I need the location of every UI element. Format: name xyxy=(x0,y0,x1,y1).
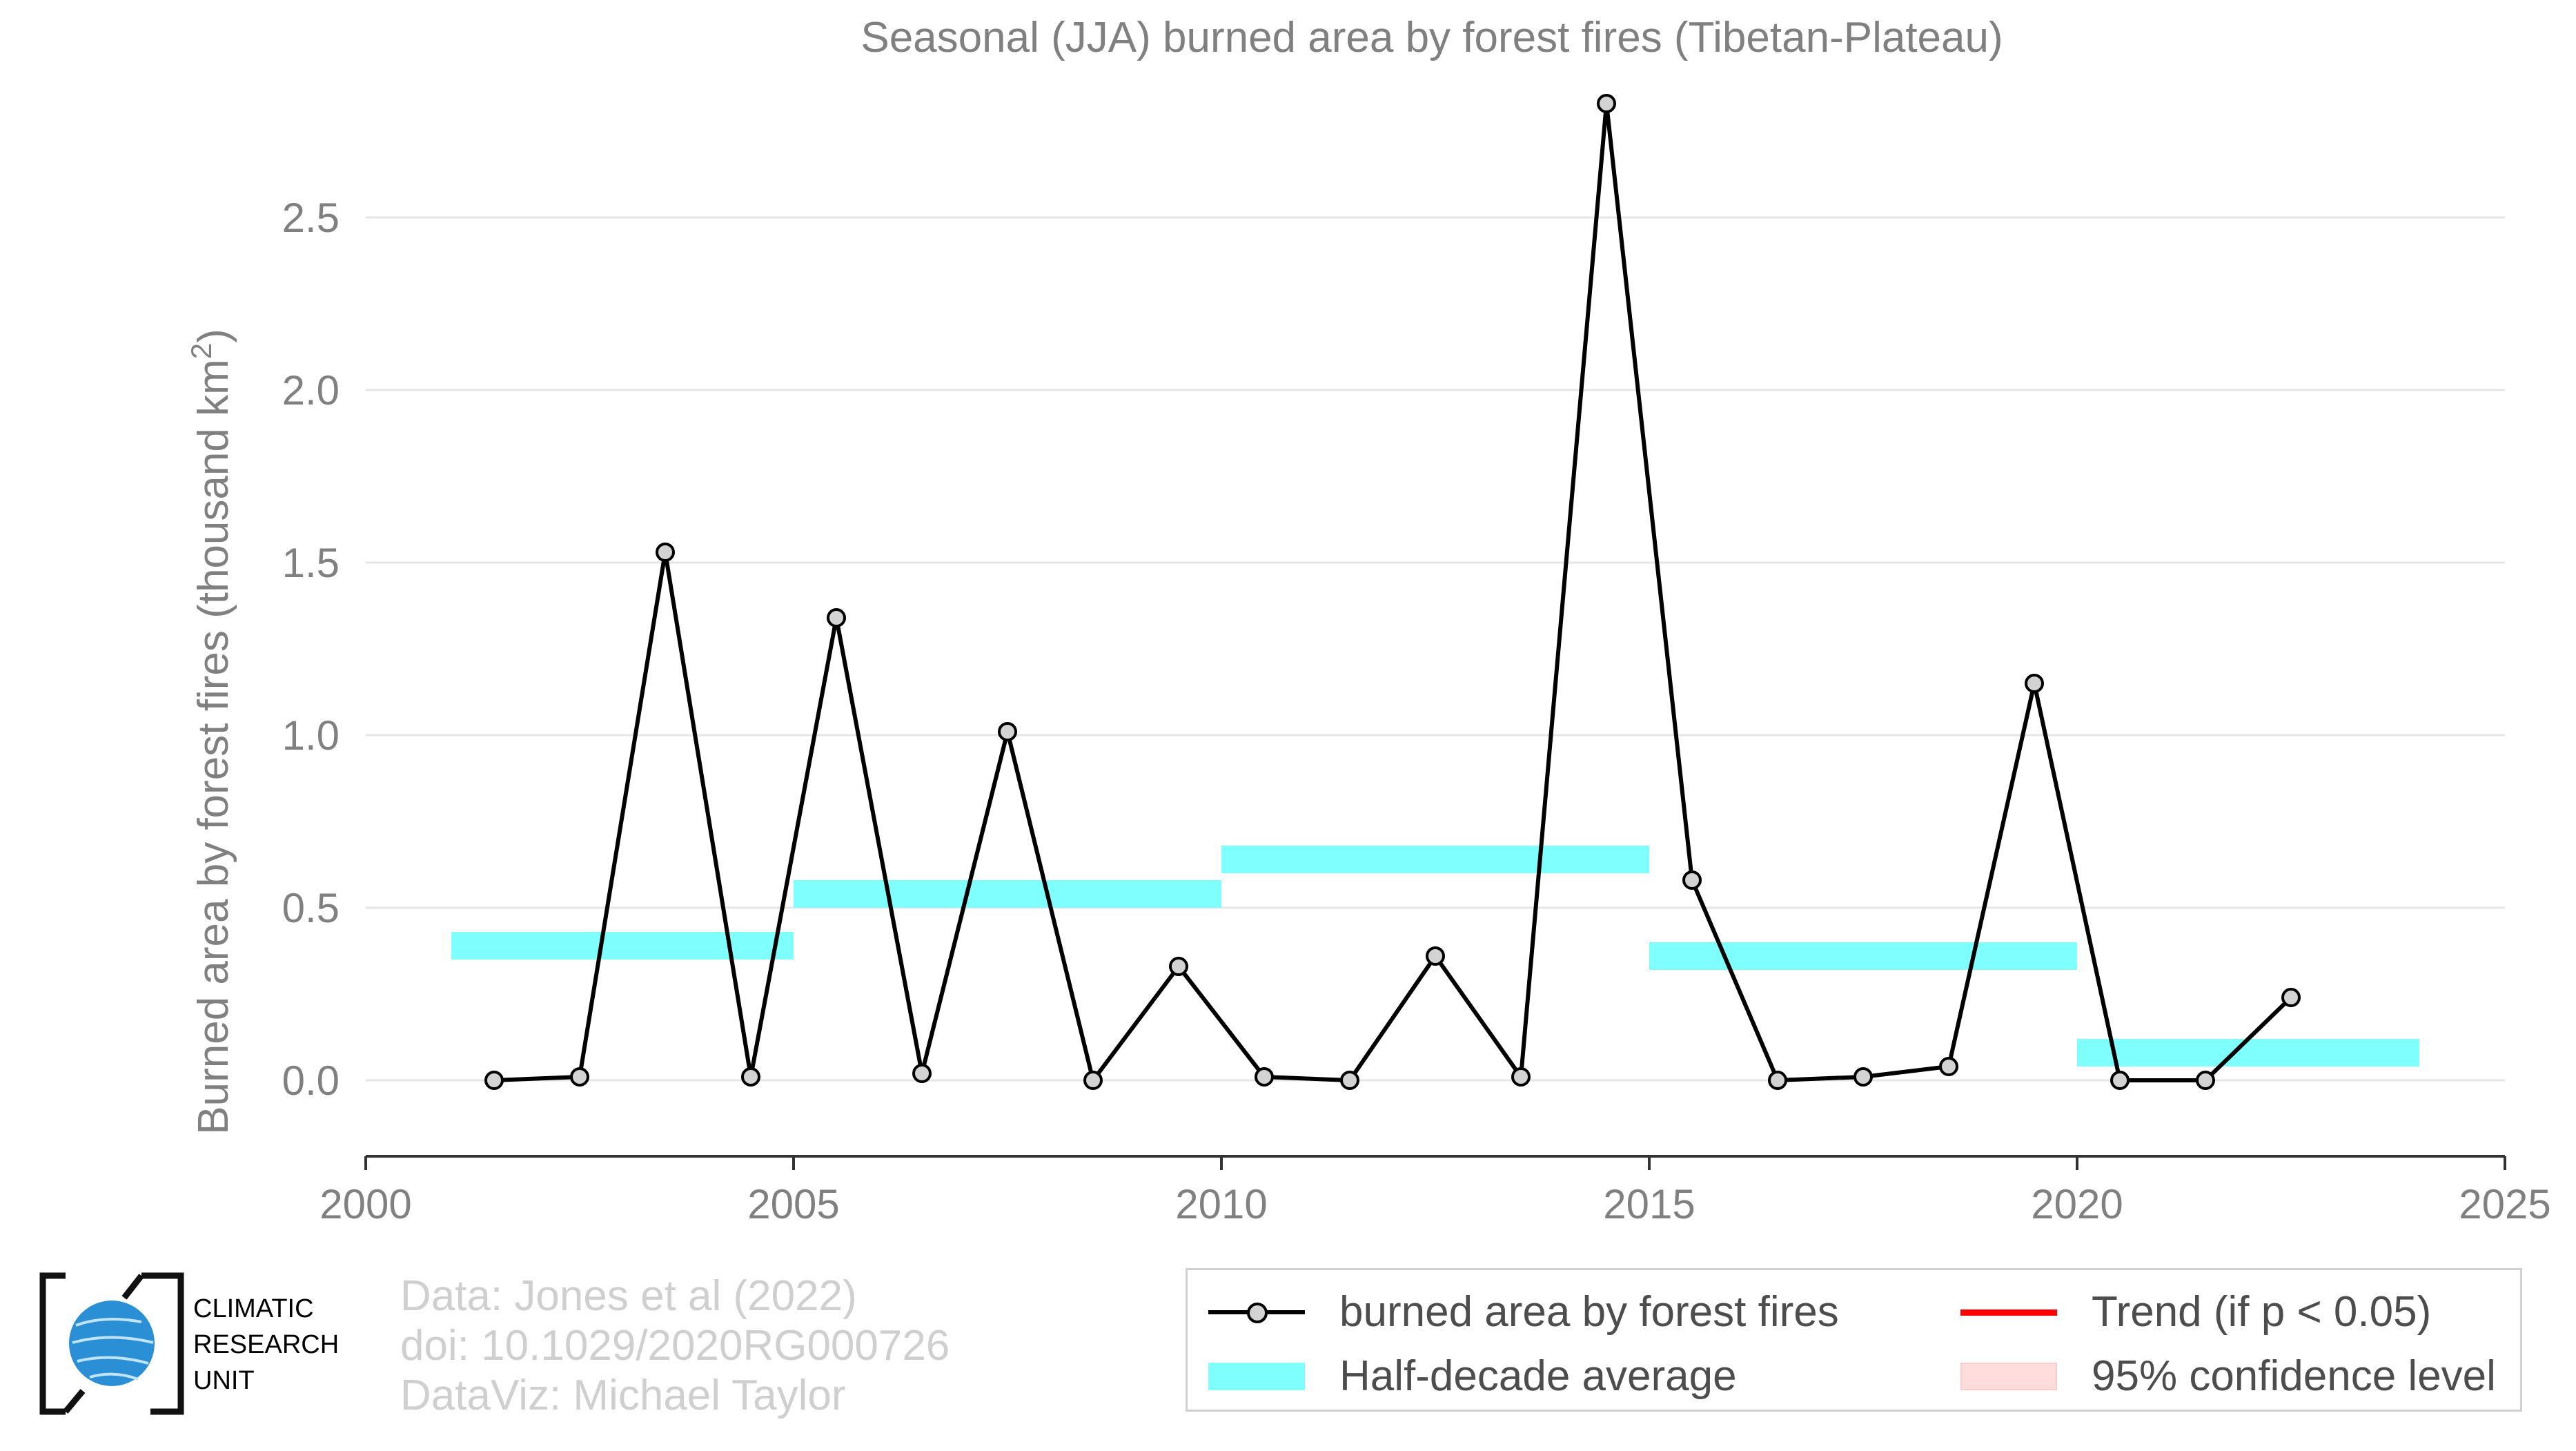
cru-line-1: CLIMATIC xyxy=(193,1294,314,1323)
data-point xyxy=(2110,1071,2130,1090)
legend-key-half-decade xyxy=(1208,1345,1305,1407)
series-path xyxy=(493,101,2293,1082)
x-tick-label: 2025 xyxy=(2459,1181,2550,1227)
data-point xyxy=(1083,1071,1103,1090)
data-point xyxy=(912,1064,932,1083)
data-point xyxy=(2025,674,2044,693)
half-decade-bands xyxy=(451,846,2419,1067)
legend-label-burned-area: burned area by forest fires xyxy=(1339,1287,1839,1336)
credit-dataviz: DataViz: Michael Taylor xyxy=(400,1372,846,1419)
data-point xyxy=(827,608,846,627)
data-point xyxy=(741,1067,760,1087)
cru-logo xyxy=(39,1272,184,1415)
data-point xyxy=(656,543,675,562)
legend: burned area by forest fires Trend (if p … xyxy=(1186,1268,2522,1412)
legend-item-half-decade: Half-decade average xyxy=(1208,1345,1737,1407)
y-axis-label-close: ) xyxy=(190,329,237,343)
x-tick-label: 2015 xyxy=(1603,1181,1695,1227)
series-line xyxy=(493,101,2293,1082)
legend-key-confidence xyxy=(1960,1345,2057,1407)
data-point xyxy=(570,1067,589,1087)
legend-item-burned-area: burned area by forest fires xyxy=(1208,1280,1839,1343)
legend-key-line-marker xyxy=(1208,1280,1305,1343)
legend-label-confidence: 95% confidence level xyxy=(2092,1352,2496,1400)
data-point xyxy=(2281,988,2301,1007)
half-decade-bar xyxy=(2077,1039,2419,1067)
x-tick-label: 2005 xyxy=(747,1181,839,1227)
legend-label-half-decade: Half-decade average xyxy=(1339,1352,1737,1400)
y-axis-label: Burned area by forest fires (thousand km… xyxy=(185,329,237,1134)
legend-item-trend: Trend (if p < 0.05) xyxy=(1960,1280,2431,1343)
cru-line-3: UNIT xyxy=(193,1366,255,1395)
credit-data: Data: Jones et al (2022) xyxy=(400,1272,857,1320)
cru-logo-text: CLIMATIC RESEARCH UNIT xyxy=(193,1291,339,1399)
half-decade-bar xyxy=(794,880,1221,908)
credit-doi: doi: 10.1029/2020RG000726 xyxy=(400,1322,950,1370)
data-point xyxy=(1768,1071,1787,1090)
half-decade-bar xyxy=(1649,942,2077,970)
x-tick-label: 2000 xyxy=(319,1181,411,1227)
data-point xyxy=(1169,957,1188,976)
legend-item-confidence: 95% confidence level xyxy=(1960,1345,2496,1407)
data-point xyxy=(1340,1071,1359,1090)
data-point xyxy=(1255,1067,1274,1087)
half-decade-bar xyxy=(451,932,794,960)
data-point xyxy=(2196,1071,2215,1090)
chart-title: Seasonal (JJA) burned area by forest fir… xyxy=(861,14,2003,61)
y-tick-label: 1.5 xyxy=(282,540,340,586)
y-tick-label: 0.0 xyxy=(282,1058,340,1104)
data-point xyxy=(1597,94,1616,113)
data-point xyxy=(484,1071,504,1090)
y-tick-label: 0.5 xyxy=(282,885,340,931)
x-tick-label: 2020 xyxy=(2031,1181,2123,1227)
axes: 0.0 0.5 1.0 1.5 2.0 2.5 2000 2005 2010 2015 2020 20… xyxy=(282,195,2551,1227)
x-tick-label: 2010 xyxy=(1175,1181,1267,1227)
data-point xyxy=(1511,1067,1531,1087)
y-axis-label-sup: 2 xyxy=(185,343,217,359)
legend-label-trend: Trend (if p < 0.05) xyxy=(2092,1287,2432,1336)
data-point xyxy=(1854,1067,1873,1087)
data-credits: Data: Jones et al (2022) doi: 10.1029/20… xyxy=(400,1272,950,1421)
data-point xyxy=(1426,946,1445,966)
legend-key-trend-line xyxy=(1960,1280,2057,1343)
half-decade-bar xyxy=(1221,846,1649,873)
y-tick-label: 1.0 xyxy=(282,712,340,759)
data-point xyxy=(1939,1057,1958,1076)
y-axis-label-main: Burned area by forest fires (thousand km xyxy=(190,359,237,1134)
y-tick-label: 2.0 xyxy=(282,367,340,413)
data-point xyxy=(998,722,1017,741)
y-tick-label: 2.5 xyxy=(282,195,340,241)
series-points xyxy=(484,94,2301,1090)
cru-line-2: RESEARCH xyxy=(193,1330,340,1359)
data-point xyxy=(1682,870,1702,890)
